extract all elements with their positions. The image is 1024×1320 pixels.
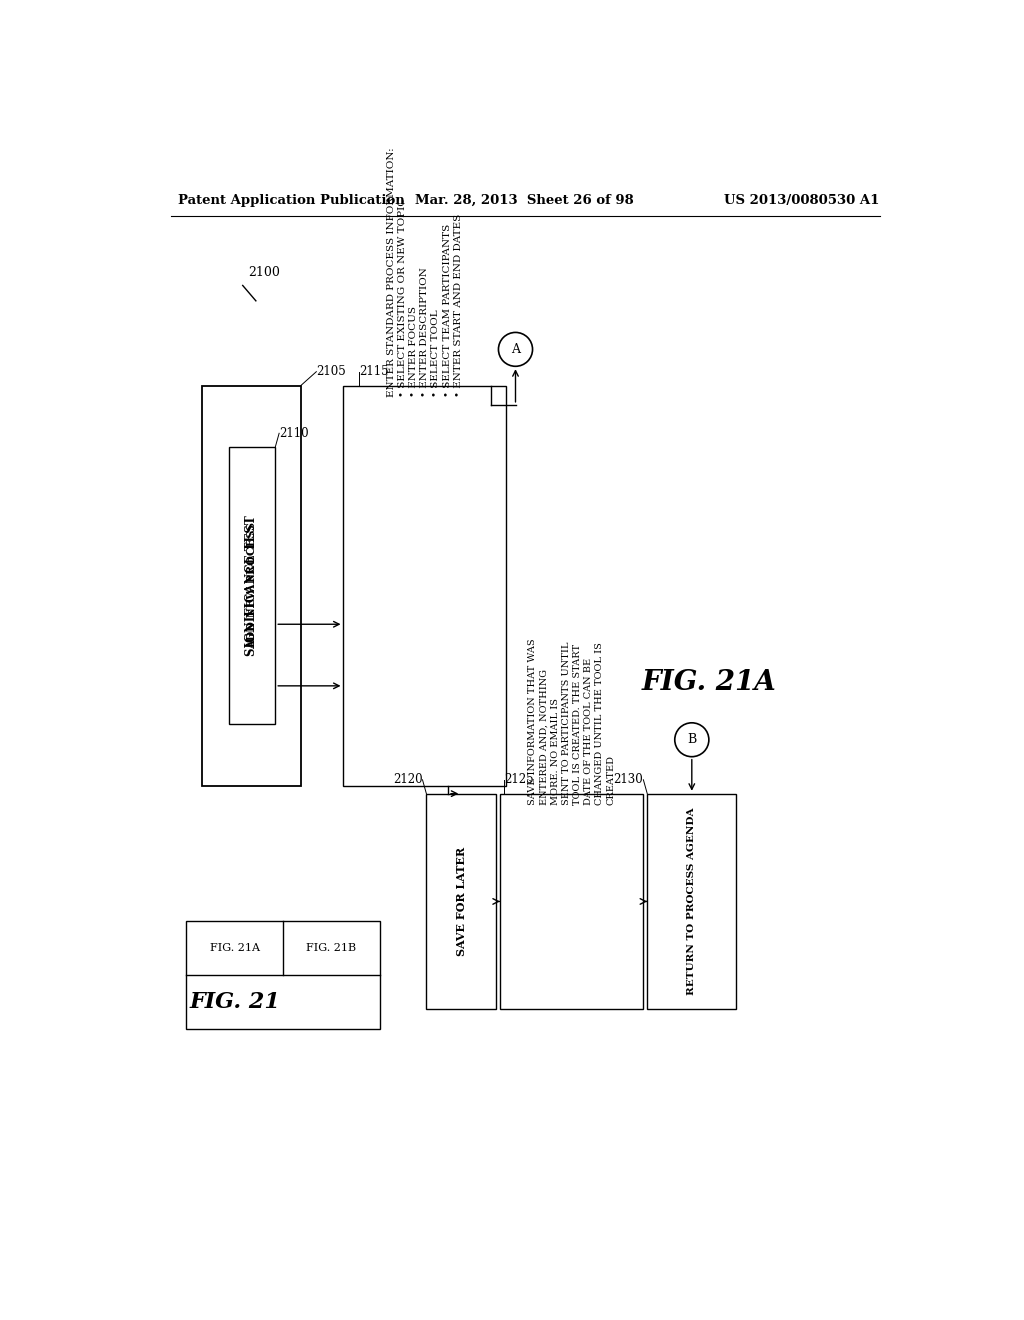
Text: A: A xyxy=(511,343,520,356)
Bar xyxy=(426,793,496,1010)
Text: FIG. 21: FIG. 21 xyxy=(189,990,280,1012)
Text: 2120: 2120 xyxy=(393,774,423,787)
Text: 2125: 2125 xyxy=(504,774,534,787)
Text: FIG. 21A: FIG. 21A xyxy=(210,942,259,953)
Text: ADD NEW PROCESS: ADD NEW PROCESS xyxy=(247,523,257,649)
Text: FIG. 21B: FIG. 21B xyxy=(306,942,356,953)
Text: SAVE INFORMATION THAT WAS
ENTERED AND, NOTHING
MORE. NO EMAIL IS
SENT TO PARTICI: SAVE INFORMATION THAT WAS ENTERED AND, N… xyxy=(528,639,615,805)
Text: SIGNIFICANCE TEST: SIGNIFICANCE TEST xyxy=(245,515,258,656)
Text: B: B xyxy=(687,733,696,746)
Text: 2110: 2110 xyxy=(280,426,309,440)
Text: 2115: 2115 xyxy=(359,366,388,379)
Bar xyxy=(647,793,736,1010)
Circle shape xyxy=(675,723,709,756)
Text: RETURN TO PROCESS AGENDA: RETURN TO PROCESS AGENDA xyxy=(687,808,696,995)
Bar xyxy=(202,385,301,785)
Bar xyxy=(228,447,275,725)
Bar xyxy=(186,921,380,1028)
Text: FIG. 21A: FIG. 21A xyxy=(642,668,776,696)
Text: SAVE FOR LATER: SAVE FOR LATER xyxy=(456,847,467,956)
Circle shape xyxy=(499,333,532,367)
Text: ENTER STANDARD PROCESS INFORMATION:
• SELECT EXISTING OR NEW TOPIC
• ENTER FOCUS: ENTER STANDARD PROCESS INFORMATION: • SE… xyxy=(387,148,463,397)
Bar xyxy=(343,385,506,785)
Text: Mar. 28, 2013  Sheet 26 of 98: Mar. 28, 2013 Sheet 26 of 98 xyxy=(416,194,634,207)
Text: 2100: 2100 xyxy=(248,265,280,279)
Text: 2130: 2130 xyxy=(613,774,643,787)
Bar xyxy=(500,793,643,1010)
Text: 2105: 2105 xyxy=(316,366,346,379)
Text: US 2013/0080530 A1: US 2013/0080530 A1 xyxy=(724,194,880,207)
Text: Patent Application Publication: Patent Application Publication xyxy=(178,194,406,207)
